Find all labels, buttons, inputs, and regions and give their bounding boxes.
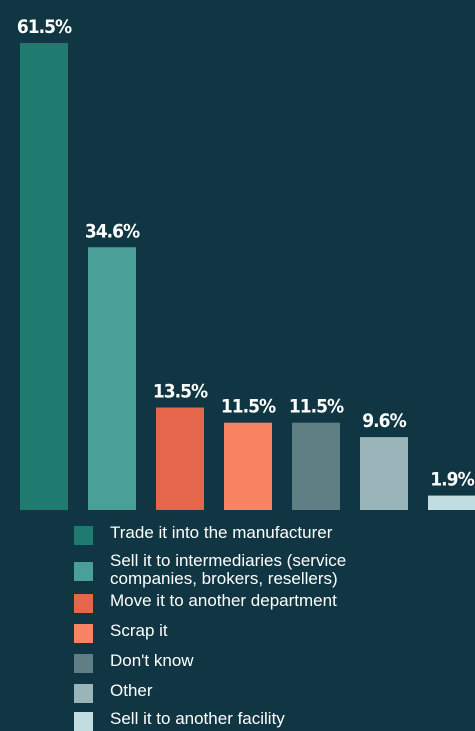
bar-5 <box>292 422 340 510</box>
legend-swatch <box>74 684 93 703</box>
legend-item-trade-in: Trade it into the manufacturer <box>74 524 346 545</box>
legend-item-other: Other <box>74 682 346 703</box>
bar-value-label: 9.6% <box>362 410 406 432</box>
legend-label: Don't know <box>110 651 194 670</box>
bar-value-label: 1.9% <box>430 469 474 491</box>
chart-legend: Trade it into the manufacturer Sell it t… <box>74 524 346 731</box>
legend-swatch <box>74 526 93 545</box>
bar-value-label: 34.6% <box>85 220 140 242</box>
bar-4 <box>224 422 272 510</box>
legend-item-another-department: Move it to another department <box>74 592 346 613</box>
bar-6 <box>360 437 408 510</box>
bar-3 <box>156 407 204 510</box>
legend-swatch <box>74 654 93 673</box>
bar-value-label: 11.5% <box>289 396 344 418</box>
legend-label: Move it to another department <box>110 591 337 610</box>
legend-item-scrap: Scrap it <box>74 622 346 643</box>
bar-value-label: 61.5% <box>17 16 72 38</box>
legend-label: Sell it to intermediaries (service compa… <box>110 551 347 588</box>
bar-1 <box>20 43 68 510</box>
bar-2 <box>88 247 136 510</box>
bar-value-label: 13.5% <box>153 380 208 402</box>
legend-swatch <box>74 594 93 613</box>
legend-label: Sell it to another facility <box>110 709 285 728</box>
bar-value-label: 11.5% <box>221 396 276 418</box>
legend-item-intermediaries: Sell it to intermediaries (service compa… <box>74 552 346 588</box>
bar-7 <box>428 495 475 510</box>
legend-label: Scrap it <box>110 621 168 640</box>
legend-item-dont-know: Don't know <box>74 652 346 673</box>
legend-swatch <box>74 624 93 643</box>
legend-label: Trade it into the manufacturer <box>110 523 333 542</box>
legend-label: Other <box>110 681 153 700</box>
legend-swatch <box>74 562 93 581</box>
legend-swatch <box>74 712 93 731</box>
legend-item-another-facility: Sell it to another facility <box>74 710 346 731</box>
